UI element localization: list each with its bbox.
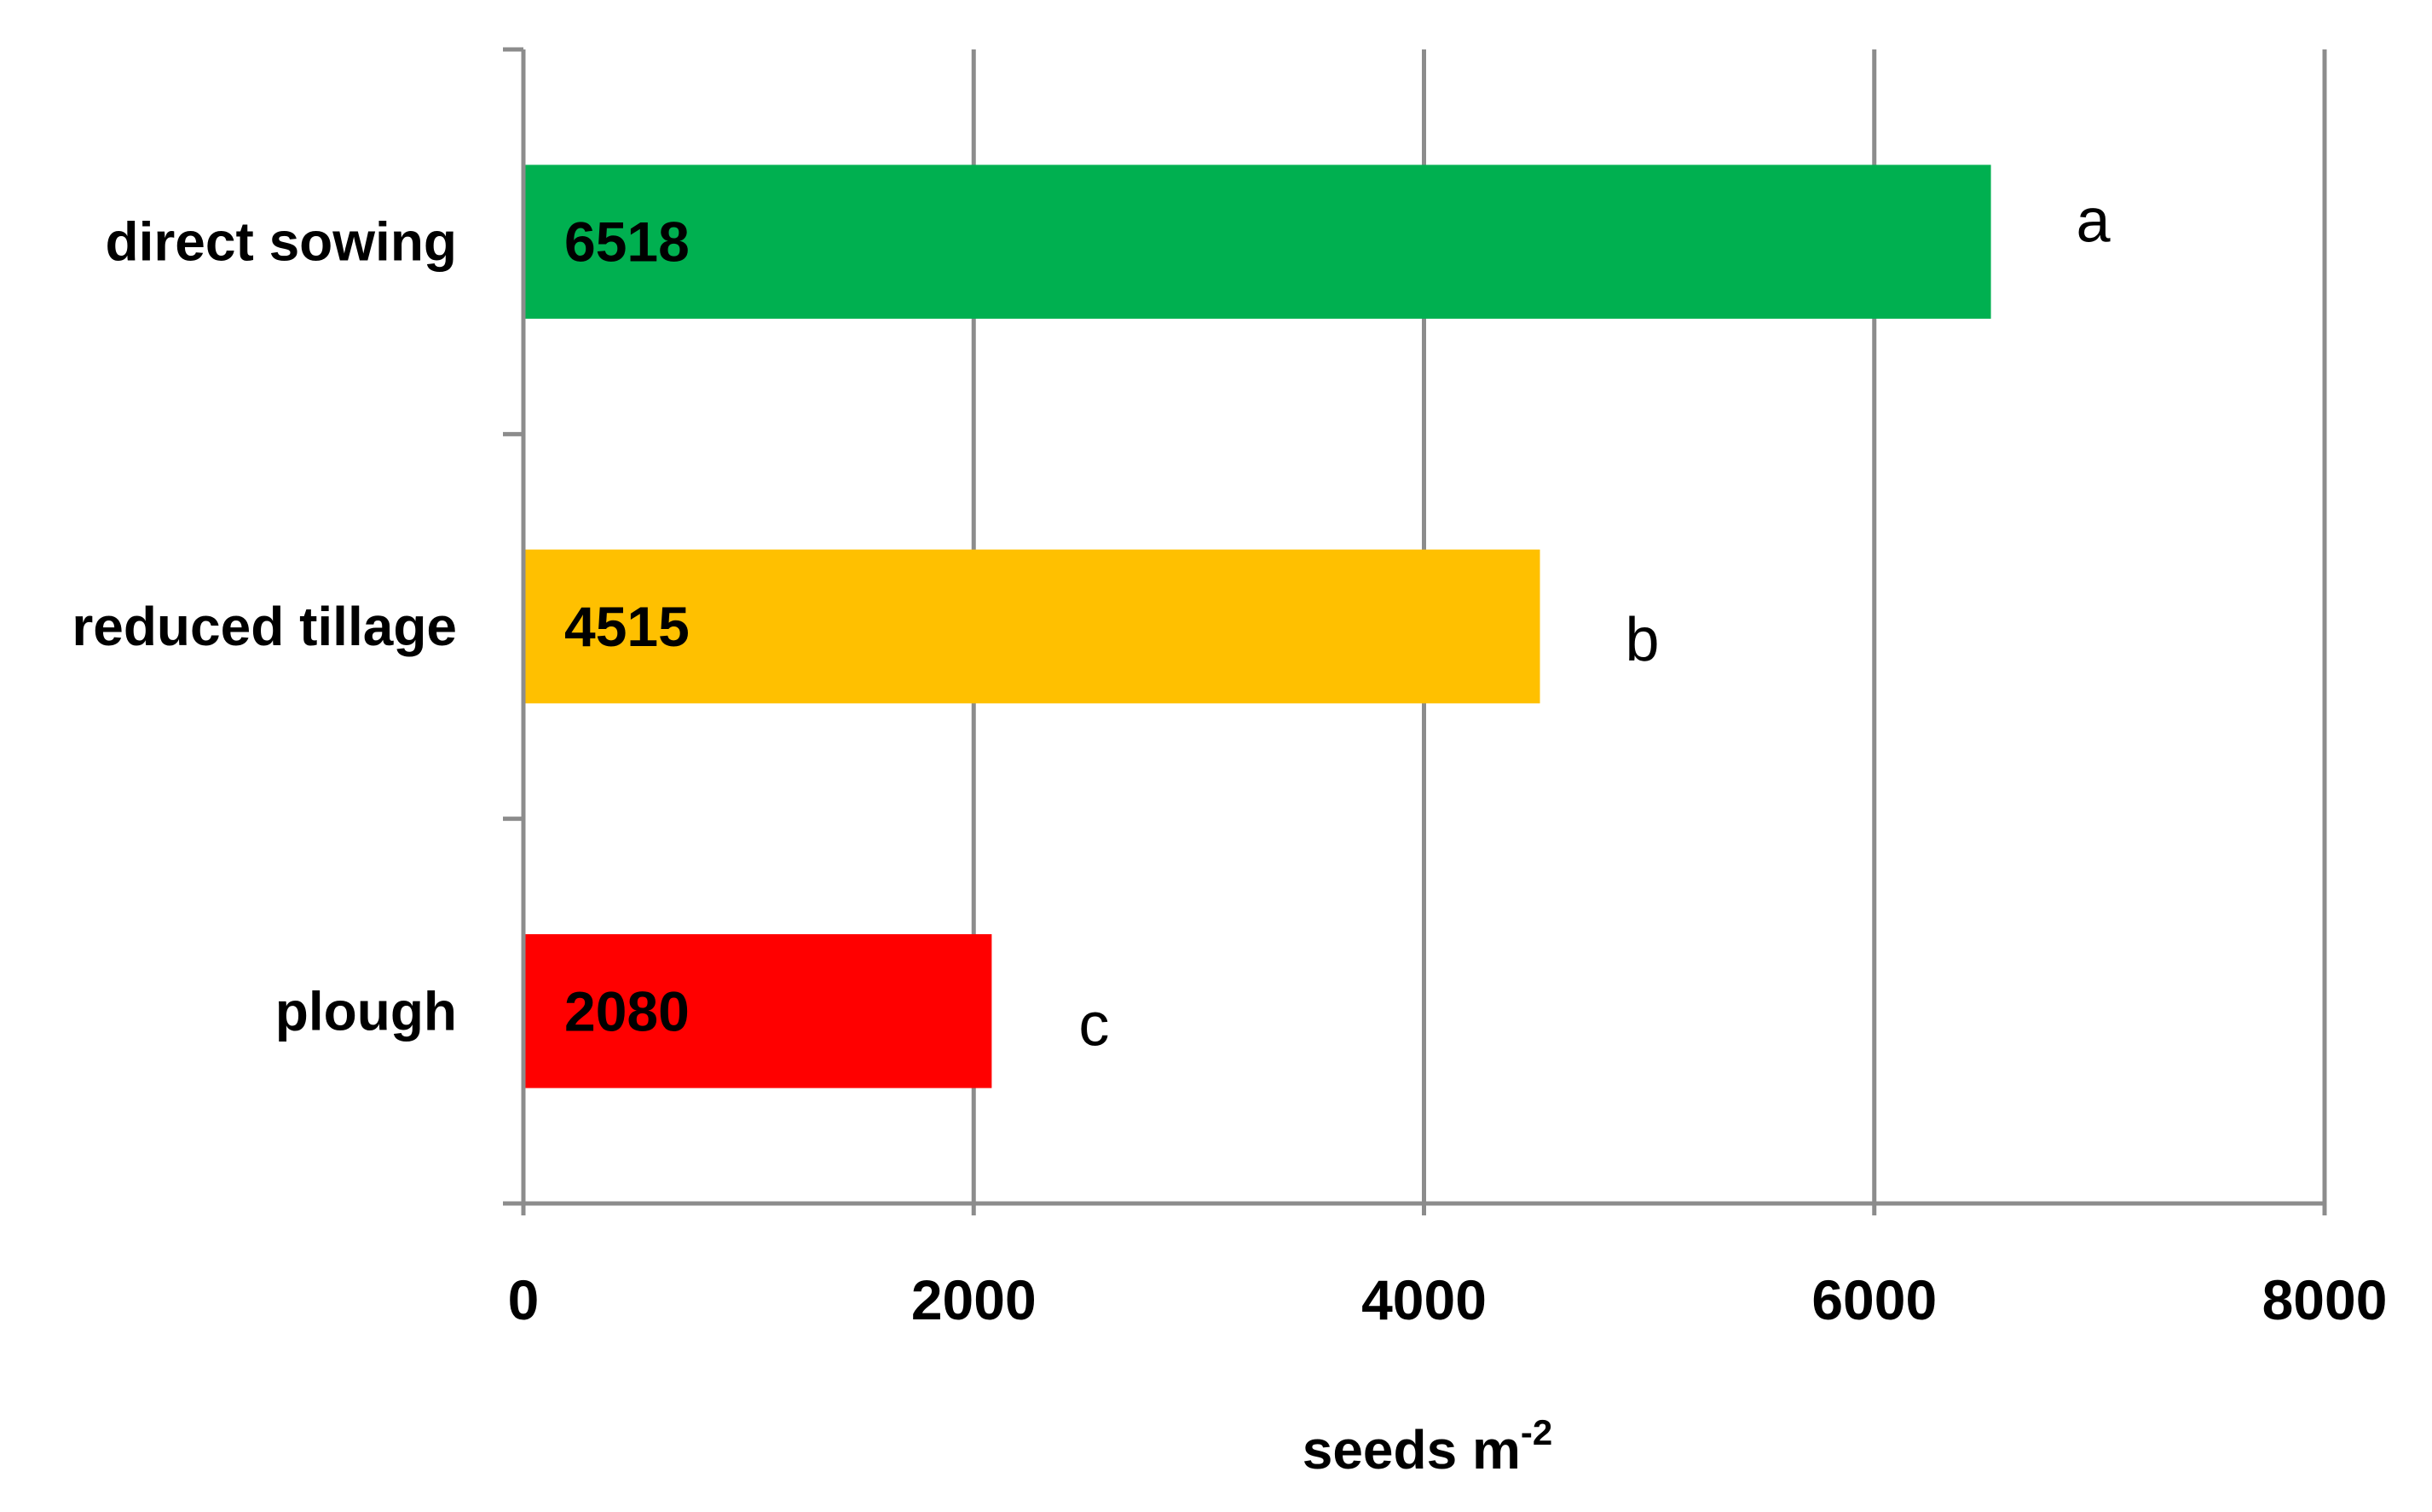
data-label-direct-sowing: 6518 <box>564 211 690 274</box>
axes <box>503 47 2327 1215</box>
x-tick-label-8000: 8000 <box>2262 1268 2388 1331</box>
bar-reduced-tillage <box>523 549 1540 704</box>
data-label-plough: 2080 <box>564 979 690 1042</box>
significance-letter-plough: c <box>1078 990 1109 1059</box>
x-axis-title-text: seeds m <box>1303 1419 1521 1480</box>
data-label-reduced-tillage: 4515 <box>564 595 690 658</box>
x-tick-label-2000: 2000 <box>911 1268 1037 1331</box>
category-label-plough: plough <box>275 980 457 1042</box>
significance-letter-direct-sowing: a <box>2077 188 2111 256</box>
category-label-reduced-tillage: reduced tillage <box>72 596 457 657</box>
x-tick-label-0: 0 <box>508 1268 540 1331</box>
x-axis-title: seeds m-2 <box>1303 1412 1553 1480</box>
category-label-direct-sowing: direct sowing <box>106 211 458 273</box>
x-tick-label-6000: 6000 <box>1811 1268 1937 1331</box>
bar-direct-sowing <box>523 164 1991 319</box>
labels: 0 2000 4000 6000 8000 6518 a direct sowing 4515 b… <box>72 188 2387 1331</box>
bar-plough <box>523 934 992 1088</box>
x-tick-label-4000: 4000 <box>1361 1268 1487 1331</box>
bars <box>523 164 1991 1088</box>
x-axis-title-superscript: -2 <box>1521 1412 1552 1452</box>
significance-letter-reduced-tillage: b <box>1626 606 1660 674</box>
